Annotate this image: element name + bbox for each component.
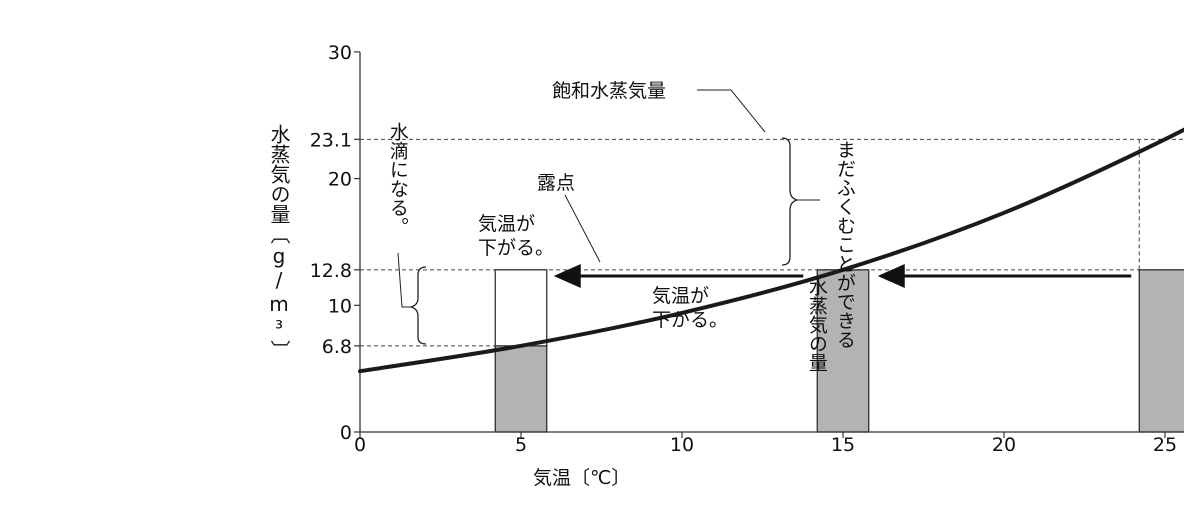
bar-filled-2	[1138, 269, 1184, 433]
bars-group	[494, 269, 1184, 433]
arrow-left-label-line2: 下がる。	[478, 236, 555, 259]
arrow-right-label-line1: 気温が	[652, 285, 710, 307]
water-drops-label: 水滴になる。	[386, 122, 409, 236]
curve-label-leader	[697, 89, 766, 133]
braces-group	[397, 89, 820, 345]
y-tick-label-5: 23.1	[310, 129, 352, 151]
arrow-left-label-line1: 気温が	[478, 213, 536, 235]
x-axis-label: 気温〔℃〕	[533, 467, 630, 489]
y-tick-label-1: 6.8	[322, 336, 352, 358]
arrow-left-label: 気温が 下がる。	[478, 213, 554, 261]
dew-point-label: 露点	[537, 172, 575, 194]
bar-empty-0	[494, 269, 548, 347]
y-tick-label-3: 12.8	[310, 260, 352, 282]
tick-labels: 0 5 10 15 20 25 0 6.8 10 12.8 20 23.1 30	[310, 42, 1177, 456]
curve-group	[358, 127, 1184, 374]
capacity-label-2: 水蒸気の量	[805, 277, 828, 372]
y-tick-label-6: 30	[328, 42, 352, 64]
x-tick-label-5: 25	[1153, 434, 1177, 456]
y-tick-label-0: 0	[340, 422, 352, 444]
x-tick-label-4: 20	[992, 434, 1016, 456]
x-tick-label-2: 10	[670, 434, 694, 456]
y-tick-label-4: 20	[328, 169, 352, 191]
water-brace	[408, 266, 427, 345]
y-axis-label: 水蒸気の量〔g/m³〕	[267, 124, 291, 360]
x-tick-label-0: 0	[354, 434, 366, 456]
arrow-right-label-line2: 下がる。	[652, 308, 729, 331]
x-tick-label-1: 5	[515, 434, 527, 456]
water-brace-leader	[397, 252, 411, 308]
capacity-brace	[781, 137, 800, 266]
axes-group	[354, 51, 1184, 438]
capacity-label-1: まだふくむことができる	[833, 140, 856, 349]
arrow-right-label: 気温が 下がる。	[652, 285, 728, 333]
x-tick-label-3: 15	[831, 434, 855, 456]
guide-lines	[360, 138, 1184, 347]
bar-filled-0	[494, 345, 548, 433]
saturation-curve	[358, 127, 1184, 374]
curve-label: 飽和水蒸気量	[552, 80, 666, 102]
y-tick-label-2: 10	[328, 295, 352, 317]
dew-point-leader	[564, 194, 601, 263]
bar-filled-1	[816, 269, 870, 433]
